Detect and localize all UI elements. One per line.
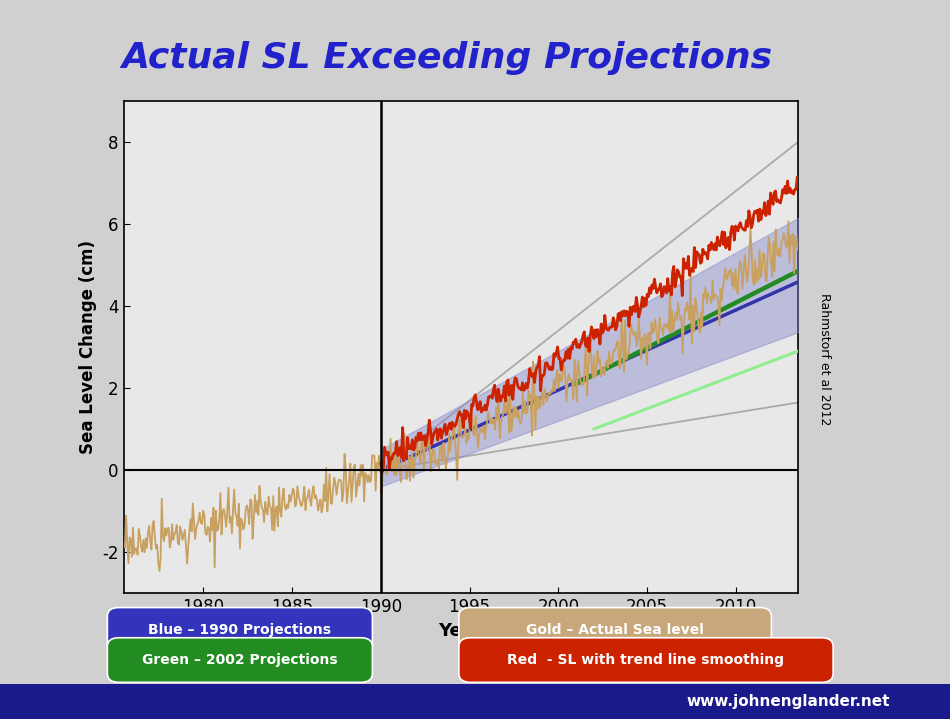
Text: Red  - SL with trend line smoothing: Red - SL with trend line smoothing <box>507 653 785 667</box>
Text: Green – 2002 Projections: Green – 2002 Projections <box>142 653 337 667</box>
Text: Gold – Actual Sea level: Gold – Actual Sea level <box>526 623 704 637</box>
Y-axis label: Sea Level Change (cm): Sea Level Change (cm) <box>79 240 97 454</box>
Text: Rahmstorf et al 2012: Rahmstorf et al 2012 <box>818 293 831 426</box>
X-axis label: Year: Year <box>439 622 483 640</box>
Text: www.johnenglander.net: www.johnenglander.net <box>687 695 890 709</box>
Text: Blue – 1990 Projections: Blue – 1990 Projections <box>148 623 332 637</box>
Text: Actual SL Exceeding Projections: Actual SL Exceeding Projections <box>121 42 772 75</box>
